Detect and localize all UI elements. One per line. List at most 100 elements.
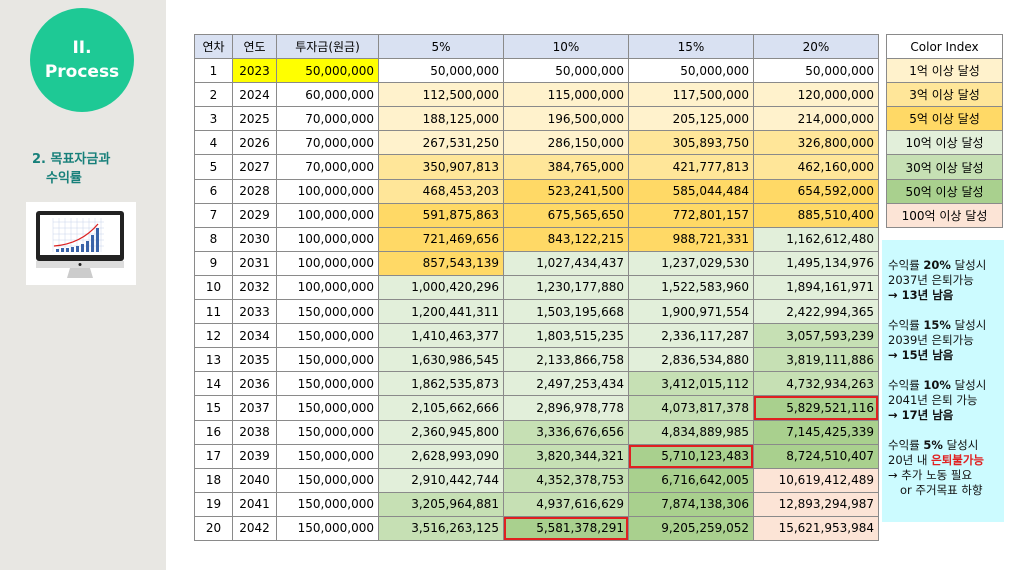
note-text: or 주거목표 하향 bbox=[900, 483, 983, 497]
value-10pct: 523,241,500 bbox=[503, 178, 629, 204]
table-row: 10 2032 100,000,000 1,000,420,296 1,230,177,… bbox=[194, 274, 879, 301]
value-5pct: 50,000,000 bbox=[378, 58, 504, 84]
color-index-item: 10억 이상 달성 bbox=[886, 130, 1003, 156]
color-index-item: 5억 이상 달성 bbox=[886, 106, 1003, 132]
table-row: 6 2028 100,000,000 468,453,203 523,241,500 58… bbox=[194, 178, 879, 204]
value-15pct: 2,836,534,880 bbox=[628, 347, 754, 373]
color-index-item: 100억 이상 달성 bbox=[886, 202, 1003, 228]
row-year-index: 10 bbox=[194, 274, 233, 301]
value-5pct: 721,469,656 bbox=[378, 226, 504, 252]
value-20pct: 15,621,953,984 bbox=[753, 515, 879, 541]
value-10pct: 4,937,616,629 bbox=[503, 491, 629, 517]
row-year-index: 15 bbox=[194, 395, 233, 421]
value-15pct: 1,237,029,530 bbox=[628, 250, 754, 276]
retirement-notes: 수익률 20% 달성시 2037년 은퇴가능 → 13년 남음 수익률 15% … bbox=[882, 240, 1004, 522]
column-header: 10% bbox=[503, 33, 629, 60]
note-15: 수익률 15% 달성시 2039년 은퇴가능 → 15년 남음 bbox=[888, 318, 1004, 363]
row-principal: 100,000,000 bbox=[276, 250, 379, 276]
value-5pct: 2,628,993,090 bbox=[378, 443, 504, 469]
color-index-item: 1억 이상 달성 bbox=[886, 58, 1003, 84]
value-15pct: 772,801,157 bbox=[628, 202, 754, 228]
note-text: → 추가 노동 필요 bbox=[888, 468, 973, 482]
value-15pct: 4,834,889,985 bbox=[628, 419, 754, 445]
row-principal: 60,000,000 bbox=[276, 82, 379, 108]
value-10pct: 3,820,344,321 bbox=[503, 443, 629, 469]
value-5pct: 1,200,441,311 bbox=[378, 299, 504, 325]
note-text: 수익률 bbox=[888, 258, 924, 272]
note-text: 달성시 bbox=[950, 318, 987, 332]
row-principal: 150,000,000 bbox=[276, 467, 379, 493]
column-header: 15% bbox=[628, 33, 754, 60]
note-5: 수익률 5% 달성시 20년 내 은퇴불가능 → 추가 노동 필요 or 주거목… bbox=[888, 438, 1004, 498]
note-year: 2037년 은퇴가능 bbox=[888, 273, 974, 287]
table-row: 13 2035 150,000,000 1,630,986,545 2,133,866,… bbox=[194, 347, 879, 373]
row-year: 2025 bbox=[232, 106, 277, 132]
table-row: 7 2029 100,000,000 591,875,863 675,565,650 77… bbox=[194, 202, 879, 228]
value-10pct: 1,230,177,880 bbox=[503, 274, 629, 301]
note-rate: 15% bbox=[923, 318, 951, 332]
row-principal: 100,000,000 bbox=[276, 202, 379, 228]
section-badge: II. Process bbox=[30, 8, 134, 112]
value-15pct: 117,500,000 bbox=[628, 82, 754, 108]
value-15pct: 585,044,484 bbox=[628, 178, 754, 204]
value-15pct: 2,336,117,287 bbox=[628, 323, 754, 349]
row-year-index: 18 bbox=[194, 467, 233, 493]
row-year: 2035 bbox=[232, 347, 277, 373]
note-year: 2039년 은퇴가능 bbox=[888, 333, 974, 347]
row-year: 2028 bbox=[232, 178, 277, 204]
value-15pct: 1,522,583,960 bbox=[628, 274, 754, 301]
note-10: 수익률 10% 달성시 2041년 은퇴 가능 → 17년 남음 bbox=[888, 378, 1004, 423]
section-title: Process bbox=[44, 62, 120, 82]
sidebar: II. Process 2. 목표자금과 수익률 bbox=[0, 0, 166, 570]
value-20pct: 50,000,000 bbox=[753, 58, 879, 84]
table-row: 12 2034 150,000,000 1,410,463,377 1,803,515,… bbox=[194, 323, 879, 349]
table-row: 4 2026 70,000,000 267,531,250 286,150,000 305… bbox=[194, 130, 879, 156]
column-header: 연차 bbox=[194, 33, 233, 60]
row-principal: 100,000,000 bbox=[276, 178, 379, 204]
value-20pct: 654,592,000 bbox=[753, 178, 879, 204]
row-principal: 70,000,000 bbox=[276, 130, 379, 156]
table-row: 20 2042 150,000,000 3,516,263,125 5,581,378,… bbox=[194, 515, 879, 541]
value-10pct: 1,503,195,668 bbox=[503, 299, 629, 325]
value-15pct: 988,721,331 bbox=[628, 226, 754, 252]
value-5pct: 267,531,250 bbox=[378, 130, 504, 156]
row-principal: 50,000,000 bbox=[276, 58, 379, 84]
row-year: 2026 bbox=[232, 130, 277, 156]
value-10pct: 5,581,378,291 bbox=[503, 515, 629, 541]
value-5pct: 1,862,535,873 bbox=[378, 371, 504, 397]
value-10pct: 1,803,515,235 bbox=[503, 323, 629, 349]
value-20pct: 1,162,612,480 bbox=[753, 226, 879, 252]
monitor-chart-illustration bbox=[26, 202, 136, 285]
value-15pct: 50,000,000 bbox=[628, 58, 754, 84]
note-rate: 20% bbox=[923, 258, 951, 272]
value-5pct: 1,630,986,545 bbox=[378, 347, 504, 373]
value-5pct: 2,105,662,666 bbox=[378, 395, 504, 421]
row-principal: 70,000,000 bbox=[276, 154, 379, 180]
row-year: 2030 bbox=[232, 226, 277, 252]
table-row: 5 2027 70,000,000 350,907,813 384,765,000 421… bbox=[194, 154, 879, 180]
row-year: 2038 bbox=[232, 419, 277, 445]
note-text: 달성시 bbox=[950, 378, 987, 392]
value-10pct: 196,500,000 bbox=[503, 106, 629, 132]
row-year-index: 2 bbox=[194, 82, 233, 108]
value-20pct: 7,145,425,339 bbox=[753, 419, 879, 445]
value-20pct: 5,829,521,116 bbox=[753, 395, 879, 421]
value-5pct: 857,543,139 bbox=[378, 250, 504, 276]
row-year: 2024 bbox=[232, 82, 277, 108]
row-principal: 150,000,000 bbox=[276, 323, 379, 349]
value-10pct: 2,497,253,434 bbox=[503, 371, 629, 397]
value-15pct: 305,893,750 bbox=[628, 130, 754, 156]
row-year-index: 4 bbox=[194, 130, 233, 156]
table-row: 11 2033 150,000,000 1,200,441,311 1,503,195,… bbox=[194, 299, 879, 325]
row-principal: 150,000,000 bbox=[276, 371, 379, 397]
note-20: 수익률 20% 달성시 2037년 은퇴가능 → 13년 남음 bbox=[888, 258, 1004, 303]
row-year-index: 11 bbox=[194, 299, 233, 325]
table-row: 14 2036 150,000,000 1,862,535,873 2,497,253,… bbox=[194, 371, 879, 397]
row-year-index: 16 bbox=[194, 419, 233, 445]
value-20pct: 10,619,412,489 bbox=[753, 467, 879, 493]
color-index-item: 50억 이상 달성 bbox=[886, 178, 1003, 204]
value-20pct: 2,422,994,365 bbox=[753, 299, 879, 325]
row-year: 2023 bbox=[232, 58, 277, 84]
row-year: 2034 bbox=[232, 323, 277, 349]
value-5pct: 350,907,813 bbox=[378, 154, 504, 180]
